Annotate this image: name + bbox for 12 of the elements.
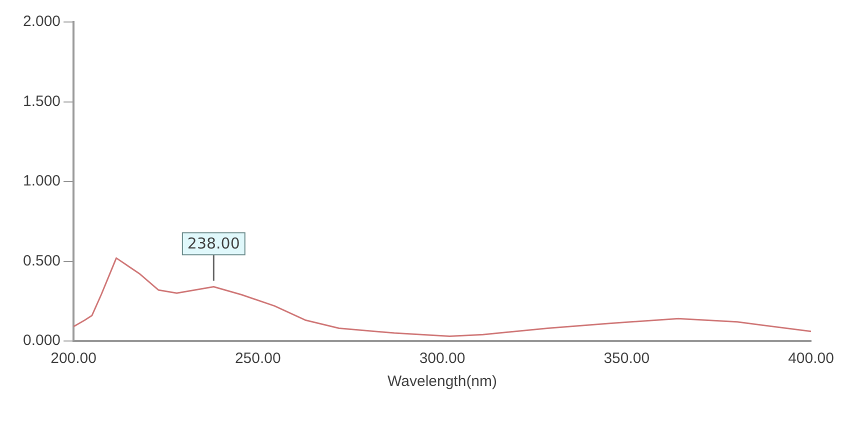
y-tick-label: 0.500 [22, 252, 61, 270]
x-tick-label: 300.00 [419, 350, 466, 368]
annotation: 238.00 [187, 234, 240, 253]
x-tick-label: 350.00 [604, 350, 650, 368]
x-tick-label: 250.00 [234, 350, 281, 368]
x-tick-label: 400.00 [788, 350, 834, 368]
y-tick-label: 1.000 [22, 172, 61, 190]
x-tick-label: 200.00 [50, 350, 96, 368]
y-tick-label: 1.500 [22, 92, 61, 110]
y-tick-label: 0.000 [22, 332, 61, 350]
y-tick-label: 2.000 [22, 13, 61, 30]
x-axis-title: Wavelength(nm) [388, 373, 498, 390]
